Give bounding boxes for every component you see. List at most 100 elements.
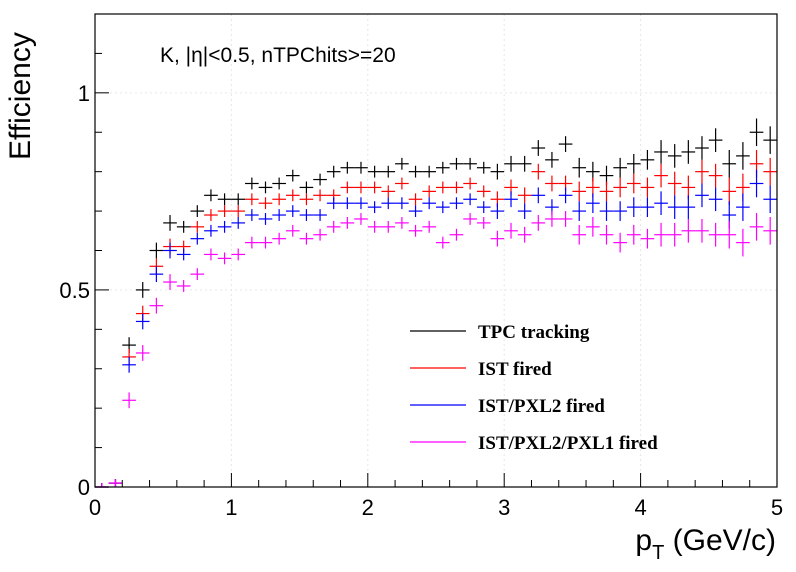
data-point (340, 216, 355, 229)
data-point (545, 175, 559, 192)
data-point (476, 185, 491, 198)
data-point (558, 187, 573, 204)
data-point (504, 191, 518, 208)
data-point (667, 222, 682, 247)
data-point (340, 197, 355, 210)
data-point (381, 197, 396, 210)
x-axis-label-rest: (GeV/c) (664, 524, 776, 557)
x-axis-label-sub: T (652, 542, 664, 564)
data-point (299, 193, 314, 206)
data-point (640, 228, 655, 249)
data-point (463, 193, 477, 206)
plot-frame (94, 13, 778, 488)
data-point (436, 201, 450, 214)
data-point (272, 177, 286, 190)
data-point (572, 157, 587, 178)
data-point (667, 144, 682, 168)
data-point (258, 197, 273, 210)
data-point (217, 220, 232, 233)
data-point (504, 222, 518, 239)
data-point (545, 151, 559, 168)
data-point (490, 163, 505, 180)
data-point (422, 185, 436, 198)
series-1 (95, 149, 777, 488)
data-point (722, 149, 737, 178)
data-point (422, 220, 436, 233)
data-point (422, 197, 436, 210)
data-point (231, 216, 246, 229)
data-point (190, 205, 205, 217)
legend-label: TPC tracking (478, 322, 590, 343)
data-point (695, 159, 709, 184)
data-point (272, 193, 286, 206)
data-point (285, 205, 300, 217)
data-point (490, 203, 505, 219)
data-point (749, 213, 764, 241)
data-point (176, 220, 191, 233)
data-point (763, 185, 777, 214)
data-point (326, 220, 341, 233)
annotation-text: K, |η|<0.5, nTPChits>=20 (160, 44, 396, 67)
data-point (436, 236, 450, 249)
series-3 (95, 211, 777, 488)
data-point (326, 197, 341, 210)
data-point (313, 228, 327, 241)
data-point (122, 392, 136, 409)
grid-layer (95, 14, 777, 487)
data-point (476, 201, 491, 214)
data-point (135, 345, 150, 361)
data-point (176, 280, 191, 292)
data-point (367, 165, 382, 178)
data-point (626, 224, 641, 245)
y-tick-label-2: 1 (78, 81, 90, 106)
data-point (695, 183, 709, 208)
legend-entry-2: IST/PXL2 fired (410, 396, 605, 417)
data-point (572, 201, 587, 221)
y-axis-label: Efficiency (4, 32, 37, 160)
data-point (395, 216, 409, 229)
data-point (313, 173, 327, 186)
x-tick-label-2: 2 (362, 495, 374, 520)
data-point (449, 181, 464, 194)
data-point (204, 209, 218, 221)
data-point (313, 189, 327, 202)
data-point (231, 193, 246, 206)
data-point (531, 187, 546, 204)
data-point (599, 224, 614, 245)
data-point (517, 226, 532, 243)
data-point (586, 216, 600, 237)
data-point (299, 181, 314, 194)
data-point (490, 230, 505, 247)
data-point (176, 248, 191, 261)
data-point (708, 222, 723, 247)
data-point (381, 220, 396, 233)
x-tick-label-1: 1 (225, 495, 237, 520)
data-point (681, 218, 696, 243)
data-point (708, 163, 723, 188)
data-point (736, 142, 750, 170)
data-point (449, 197, 464, 210)
data-point (517, 155, 532, 172)
data-point (381, 165, 396, 178)
data-point (108, 479, 123, 487)
data-point (558, 136, 573, 152)
data-point (395, 177, 409, 190)
data-point (135, 282, 150, 298)
data-point (654, 222, 668, 247)
data-point (245, 177, 259, 190)
data-point (613, 201, 627, 221)
data-point (640, 177, 655, 198)
x-tick-label-3: 3 (498, 495, 510, 520)
data-point (695, 218, 709, 243)
data-point (217, 205, 232, 217)
data-point (763, 157, 777, 186)
data-point (695, 136, 709, 160)
data-point (340, 181, 355, 194)
data-point (626, 173, 641, 194)
data-point (476, 161, 491, 174)
data-point (436, 181, 450, 194)
data-point (408, 193, 423, 206)
data-point (190, 220, 205, 233)
data-point (354, 161, 368, 174)
